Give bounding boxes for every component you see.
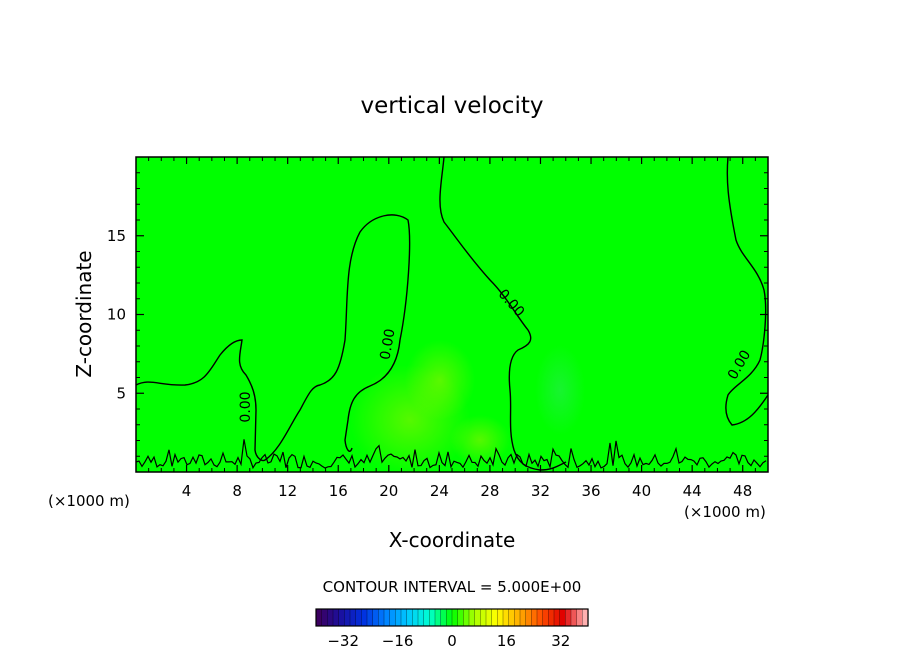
- colorbar-cell: [315, 608, 323, 627]
- colorbar-tick-label: 16: [497, 632, 516, 650]
- contour-line: [439, 156, 567, 471]
- x-tick-label: 20: [379, 482, 398, 500]
- contour-label: 0.00: [238, 391, 254, 422]
- colorbar-cell: [542, 608, 549, 627]
- colorbar-cell: [531, 608, 538, 627]
- colorbar-cell: [514, 608, 521, 627]
- colorbar-cell: [406, 608, 413, 627]
- colorbar-cell: [338, 608, 345, 627]
- y-unit-label: (×1000 m): [684, 503, 766, 521]
- colorbar-cell: [366, 608, 374, 627]
- colorbar-tick-label: 0: [447, 632, 457, 650]
- colorbar-cell: [570, 608, 578, 627]
- colorbar-frame: [315, 608, 589, 627]
- colorbar-cell: [457, 608, 464, 627]
- contour-lines: [135, 156, 769, 471]
- x-tick-label: 8: [232, 482, 242, 500]
- colorbar-cell: [480, 608, 487, 627]
- x-tick-label: 16: [329, 482, 348, 500]
- contour-interval-label: CONTOUR INTERVAL = 5.000E+00: [323, 578, 582, 596]
- field-blotch: [405, 340, 475, 420]
- y-axis: 5 10 15: [107, 172, 768, 457]
- colorbar-cell: [536, 608, 544, 627]
- colorbar-cell: [548, 608, 555, 627]
- surface-contour: [135, 439, 767, 470]
- colorbar-cell: [412, 608, 419, 627]
- y-tick-label: 10: [107, 306, 126, 324]
- colorbar-tick-label: −16: [382, 632, 414, 650]
- x-tick-label: 24: [430, 482, 449, 500]
- colorbar-cell: [451, 608, 459, 627]
- chart-title: vertical velocity: [361, 93, 544, 119]
- colorbar-cell: [553, 608, 561, 627]
- colorbar-cell: [383, 608, 391, 627]
- x-tick-label: 12: [278, 482, 297, 500]
- colorbar-cell: [417, 608, 425, 627]
- colorbar-cell: [508, 608, 515, 627]
- y-axis-title: Z-coordinate: [72, 250, 96, 377]
- colorbar-cell: [559, 608, 566, 627]
- colorbar-cell: [321, 608, 328, 627]
- colorbar-labels: −32 −16 0 16 32: [327, 632, 570, 650]
- colorbar-cell: [525, 608, 532, 627]
- x-axis-title: X-coordinate: [389, 528, 516, 552]
- colorbar-tick-label: −32: [327, 632, 359, 650]
- colorbar-cell: [446, 608, 453, 627]
- colorbar-cell: [355, 608, 362, 627]
- colorbar-cell: [395, 608, 402, 627]
- colorbar-cell: [423, 608, 430, 627]
- field-blotch: [535, 345, 585, 435]
- colorbar-cell: [474, 608, 481, 627]
- colorbar-cell: [361, 608, 368, 627]
- x-axis: 4 8 12 16 20 24 28 32 36 40 44 48: [148, 157, 756, 500]
- x-tick-label: 28: [480, 482, 499, 500]
- colorbar-cell: [502, 608, 510, 627]
- x-unit-label: (×1000 m): [48, 492, 130, 510]
- colorbar: [315, 608, 589, 627]
- x-tick-label: 4: [182, 482, 192, 500]
- colorbar-cell: [434, 608, 442, 627]
- contour-label: 0.00: [377, 328, 398, 361]
- plot-area: 0.00 0.00 0.00 0.00: [135, 156, 769, 475]
- colorbar-cell: [491, 608, 498, 627]
- y-tick-label: 15: [107, 227, 126, 245]
- colorbar-cell: [344, 608, 351, 627]
- colorbar-cell: [497, 608, 504, 627]
- colorbar-cell: [519, 608, 527, 627]
- colorbar-cell: [378, 608, 385, 627]
- contour-line: [725, 156, 769, 426]
- colorbar-cell: [327, 608, 334, 627]
- colorbar-tick-label: 32: [551, 632, 570, 650]
- colorbar-cell: [463, 608, 470, 627]
- colorbar-cell: [372, 608, 379, 627]
- colorbar-cell: [485, 608, 493, 627]
- x-tick-label: 48: [733, 482, 752, 500]
- colorbar-cell: [576, 608, 583, 627]
- colorbar-cell: [429, 608, 436, 627]
- colorbar-cell: [565, 608, 572, 627]
- colorbar-cell: [389, 608, 396, 627]
- x-tick-label: 32: [531, 482, 550, 500]
- colorbar-cell: [440, 608, 447, 627]
- x-tick-label: 36: [581, 482, 600, 500]
- colorbar-cell: [468, 608, 476, 627]
- colorbar-cell: [332, 608, 340, 627]
- colorbar-cell: [400, 608, 408, 627]
- y-tick-label: 5: [116, 384, 126, 402]
- contour-line: [135, 214, 411, 462]
- colorbar-cell: [349, 608, 357, 627]
- x-tick-label: 44: [683, 482, 702, 500]
- x-tick-label: 40: [632, 482, 651, 500]
